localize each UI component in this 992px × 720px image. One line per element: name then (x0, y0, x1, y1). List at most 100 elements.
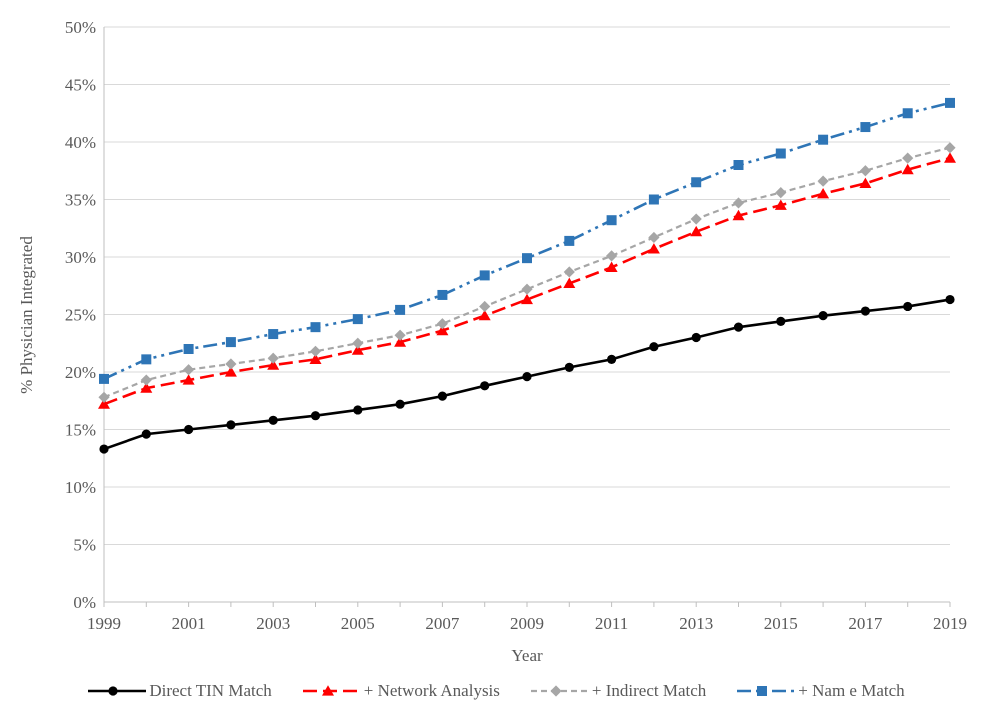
data-point (395, 399, 405, 409)
data-point (183, 364, 195, 376)
data-point (99, 373, 109, 384)
data-point (310, 411, 321, 421)
data-point (732, 209, 745, 221)
data-point (902, 152, 914, 164)
legend-item-label: + Network Analysis (363, 681, 500, 700)
data-point (564, 235, 575, 246)
series-direct-tin-match (99, 294, 955, 454)
series-network-analysis (98, 152, 956, 409)
data-point (902, 108, 913, 119)
data-point (647, 243, 660, 254)
x-tick-label: 2005 (341, 614, 375, 633)
axes (103, 27, 951, 607)
y-tick-label: 40% (65, 133, 96, 152)
y-tick-label: 30% (65, 248, 96, 267)
data-point (733, 160, 744, 170)
data-series-layer (98, 97, 956, 454)
data-point (224, 366, 237, 377)
data-point (859, 165, 871, 177)
data-point (394, 336, 407, 347)
data-point (183, 344, 194, 354)
data-point (944, 152, 956, 163)
data-point (648, 231, 660, 244)
data-point (648, 194, 659, 205)
x-tick-label: 2007 (425, 614, 460, 633)
x-axis-tick-labels: 1999 2001 2003 2005 2007 2009 2011 2013 2015 2017… (87, 614, 967, 633)
data-point (563, 277, 576, 289)
data-point (395, 304, 406, 315)
data-point (437, 289, 448, 300)
data-point (775, 187, 787, 199)
legend-item: + Nam e Match (736, 681, 905, 701)
series-line (103, 146, 951, 399)
data-point (479, 270, 490, 281)
x-tick-label: 2011 (595, 614, 628, 633)
data-point (352, 314, 363, 325)
data-point (182, 374, 195, 385)
data-point (141, 429, 151, 439)
data-point (394, 329, 406, 341)
y-tick-label: 35% (65, 191, 96, 210)
data-point (860, 122, 871, 133)
data-point (184, 424, 194, 435)
data-point (944, 142, 956, 154)
x-tick-label: 1999 (87, 614, 121, 633)
data-point (309, 345, 322, 357)
data-point (859, 177, 872, 188)
data-point (267, 359, 280, 370)
data-point (480, 381, 490, 391)
data-point (817, 187, 830, 199)
legend-marker-sample (321, 685, 334, 696)
data-point (267, 352, 279, 364)
data-point (352, 337, 364, 349)
data-point (776, 316, 786, 326)
x-tick-label: 2015 (764, 614, 798, 633)
data-point (945, 294, 955, 305)
x-axis-title: Year (511, 646, 543, 665)
data-point (140, 382, 153, 393)
data-point (522, 372, 532, 382)
legend-key-circle-icon (88, 686, 147, 696)
legend-key-square-icon (737, 686, 796, 696)
data-point (775, 148, 786, 159)
data-point (605, 261, 618, 272)
data-point (690, 225, 703, 237)
y-tick-label: 45% (65, 76, 96, 95)
data-point (860, 306, 871, 316)
y-tick-label: 50% (65, 18, 96, 37)
data-point (607, 354, 617, 364)
legend-marker-sample (550, 685, 562, 697)
series-nam-e-match (99, 97, 955, 384)
x-tick-label: 2009 (510, 614, 544, 633)
data-point (606, 215, 617, 226)
data-point (98, 391, 110, 403)
legend-item-label: + Indirect Match (591, 681, 707, 700)
data-point (732, 197, 745, 209)
line-chart-canvas: 0% 5% 10% 15% 20% 25% 30% 35% 40% 45% 50% 1999 2001… (17, 18, 967, 665)
y-axis-title: % Physician Integrated (17, 236, 36, 394)
data-point (564, 362, 574, 372)
y-tick-label: 0% (73, 593, 96, 612)
legend-item-label: + Nam e Match (798, 681, 905, 700)
data-point (521, 283, 533, 295)
data-point (563, 266, 575, 278)
series-line (103, 156, 951, 406)
data-point (226, 420, 236, 430)
data-point (310, 322, 321, 333)
data-point (140, 374, 152, 386)
data-point (98, 398, 110, 409)
data-point (225, 337, 236, 348)
data-point (268, 329, 279, 340)
legend-marker-sample (757, 686, 768, 696)
data-point (945, 97, 955, 108)
data-point (817, 175, 829, 187)
data-point (522, 253, 532, 264)
data-point (99, 444, 109, 454)
legend-marker-sample (108, 686, 118, 696)
data-point (733, 322, 744, 332)
data-point (818, 134, 829, 145)
data-point (268, 415, 278, 425)
data-point (901, 163, 914, 175)
data-point (225, 358, 237, 370)
data-point (309, 353, 322, 364)
